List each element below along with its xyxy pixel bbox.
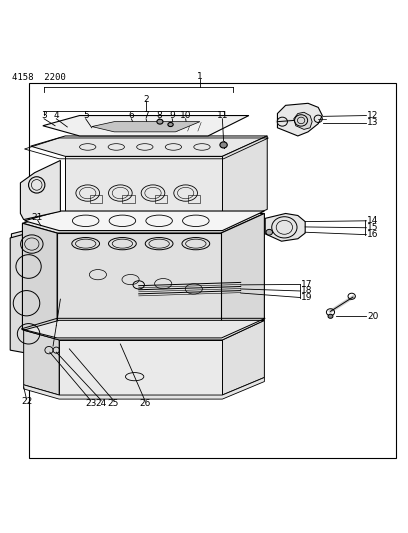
Bar (188, 195, 200, 203)
Polygon shape (57, 233, 221, 338)
Polygon shape (10, 220, 75, 354)
Polygon shape (222, 136, 267, 228)
Polygon shape (92, 122, 200, 132)
Text: 26: 26 (139, 399, 151, 408)
Text: 22: 22 (21, 398, 32, 407)
Text: 16: 16 (367, 230, 379, 239)
Polygon shape (24, 320, 264, 340)
Text: 2: 2 (143, 95, 149, 104)
Ellipse shape (168, 123, 173, 126)
Text: 10: 10 (180, 111, 191, 120)
Text: 12: 12 (367, 111, 379, 120)
Polygon shape (11, 222, 60, 341)
Polygon shape (31, 136, 267, 156)
Polygon shape (277, 103, 322, 136)
Polygon shape (24, 211, 264, 231)
Text: 5: 5 (83, 111, 89, 120)
Polygon shape (222, 320, 264, 395)
Text: 3: 3 (41, 111, 47, 120)
Text: 4158  2200: 4158 2200 (12, 72, 66, 82)
Text: 17: 17 (301, 280, 313, 289)
Polygon shape (22, 223, 57, 338)
Polygon shape (20, 160, 60, 220)
Text: 19: 19 (301, 293, 313, 302)
Polygon shape (265, 213, 305, 241)
Ellipse shape (220, 142, 227, 148)
Polygon shape (24, 330, 59, 395)
Ellipse shape (266, 229, 273, 235)
Text: 25: 25 (108, 399, 119, 408)
Polygon shape (22, 213, 264, 233)
Bar (90, 195, 102, 203)
Text: 4: 4 (53, 111, 59, 120)
Polygon shape (59, 340, 222, 395)
Text: 21: 21 (32, 213, 43, 222)
Bar (155, 195, 167, 203)
Text: 18: 18 (301, 286, 313, 295)
Text: 7: 7 (143, 111, 149, 120)
Text: 23: 23 (85, 399, 96, 408)
Polygon shape (221, 213, 264, 338)
Text: 20: 20 (367, 312, 379, 321)
Polygon shape (24, 377, 264, 399)
Polygon shape (294, 112, 312, 130)
Ellipse shape (157, 119, 163, 124)
Bar (122, 195, 135, 203)
Text: 14: 14 (367, 216, 379, 225)
Text: 15: 15 (367, 223, 379, 232)
Polygon shape (65, 156, 222, 228)
Ellipse shape (328, 314, 333, 318)
Text: 13: 13 (367, 118, 379, 127)
Text: 24: 24 (95, 399, 107, 408)
Text: 8: 8 (156, 111, 162, 120)
Text: 6: 6 (129, 111, 134, 120)
Text: 11: 11 (217, 111, 228, 120)
Text: 1: 1 (197, 72, 203, 81)
Polygon shape (43, 116, 249, 136)
Text: 9: 9 (169, 111, 175, 120)
